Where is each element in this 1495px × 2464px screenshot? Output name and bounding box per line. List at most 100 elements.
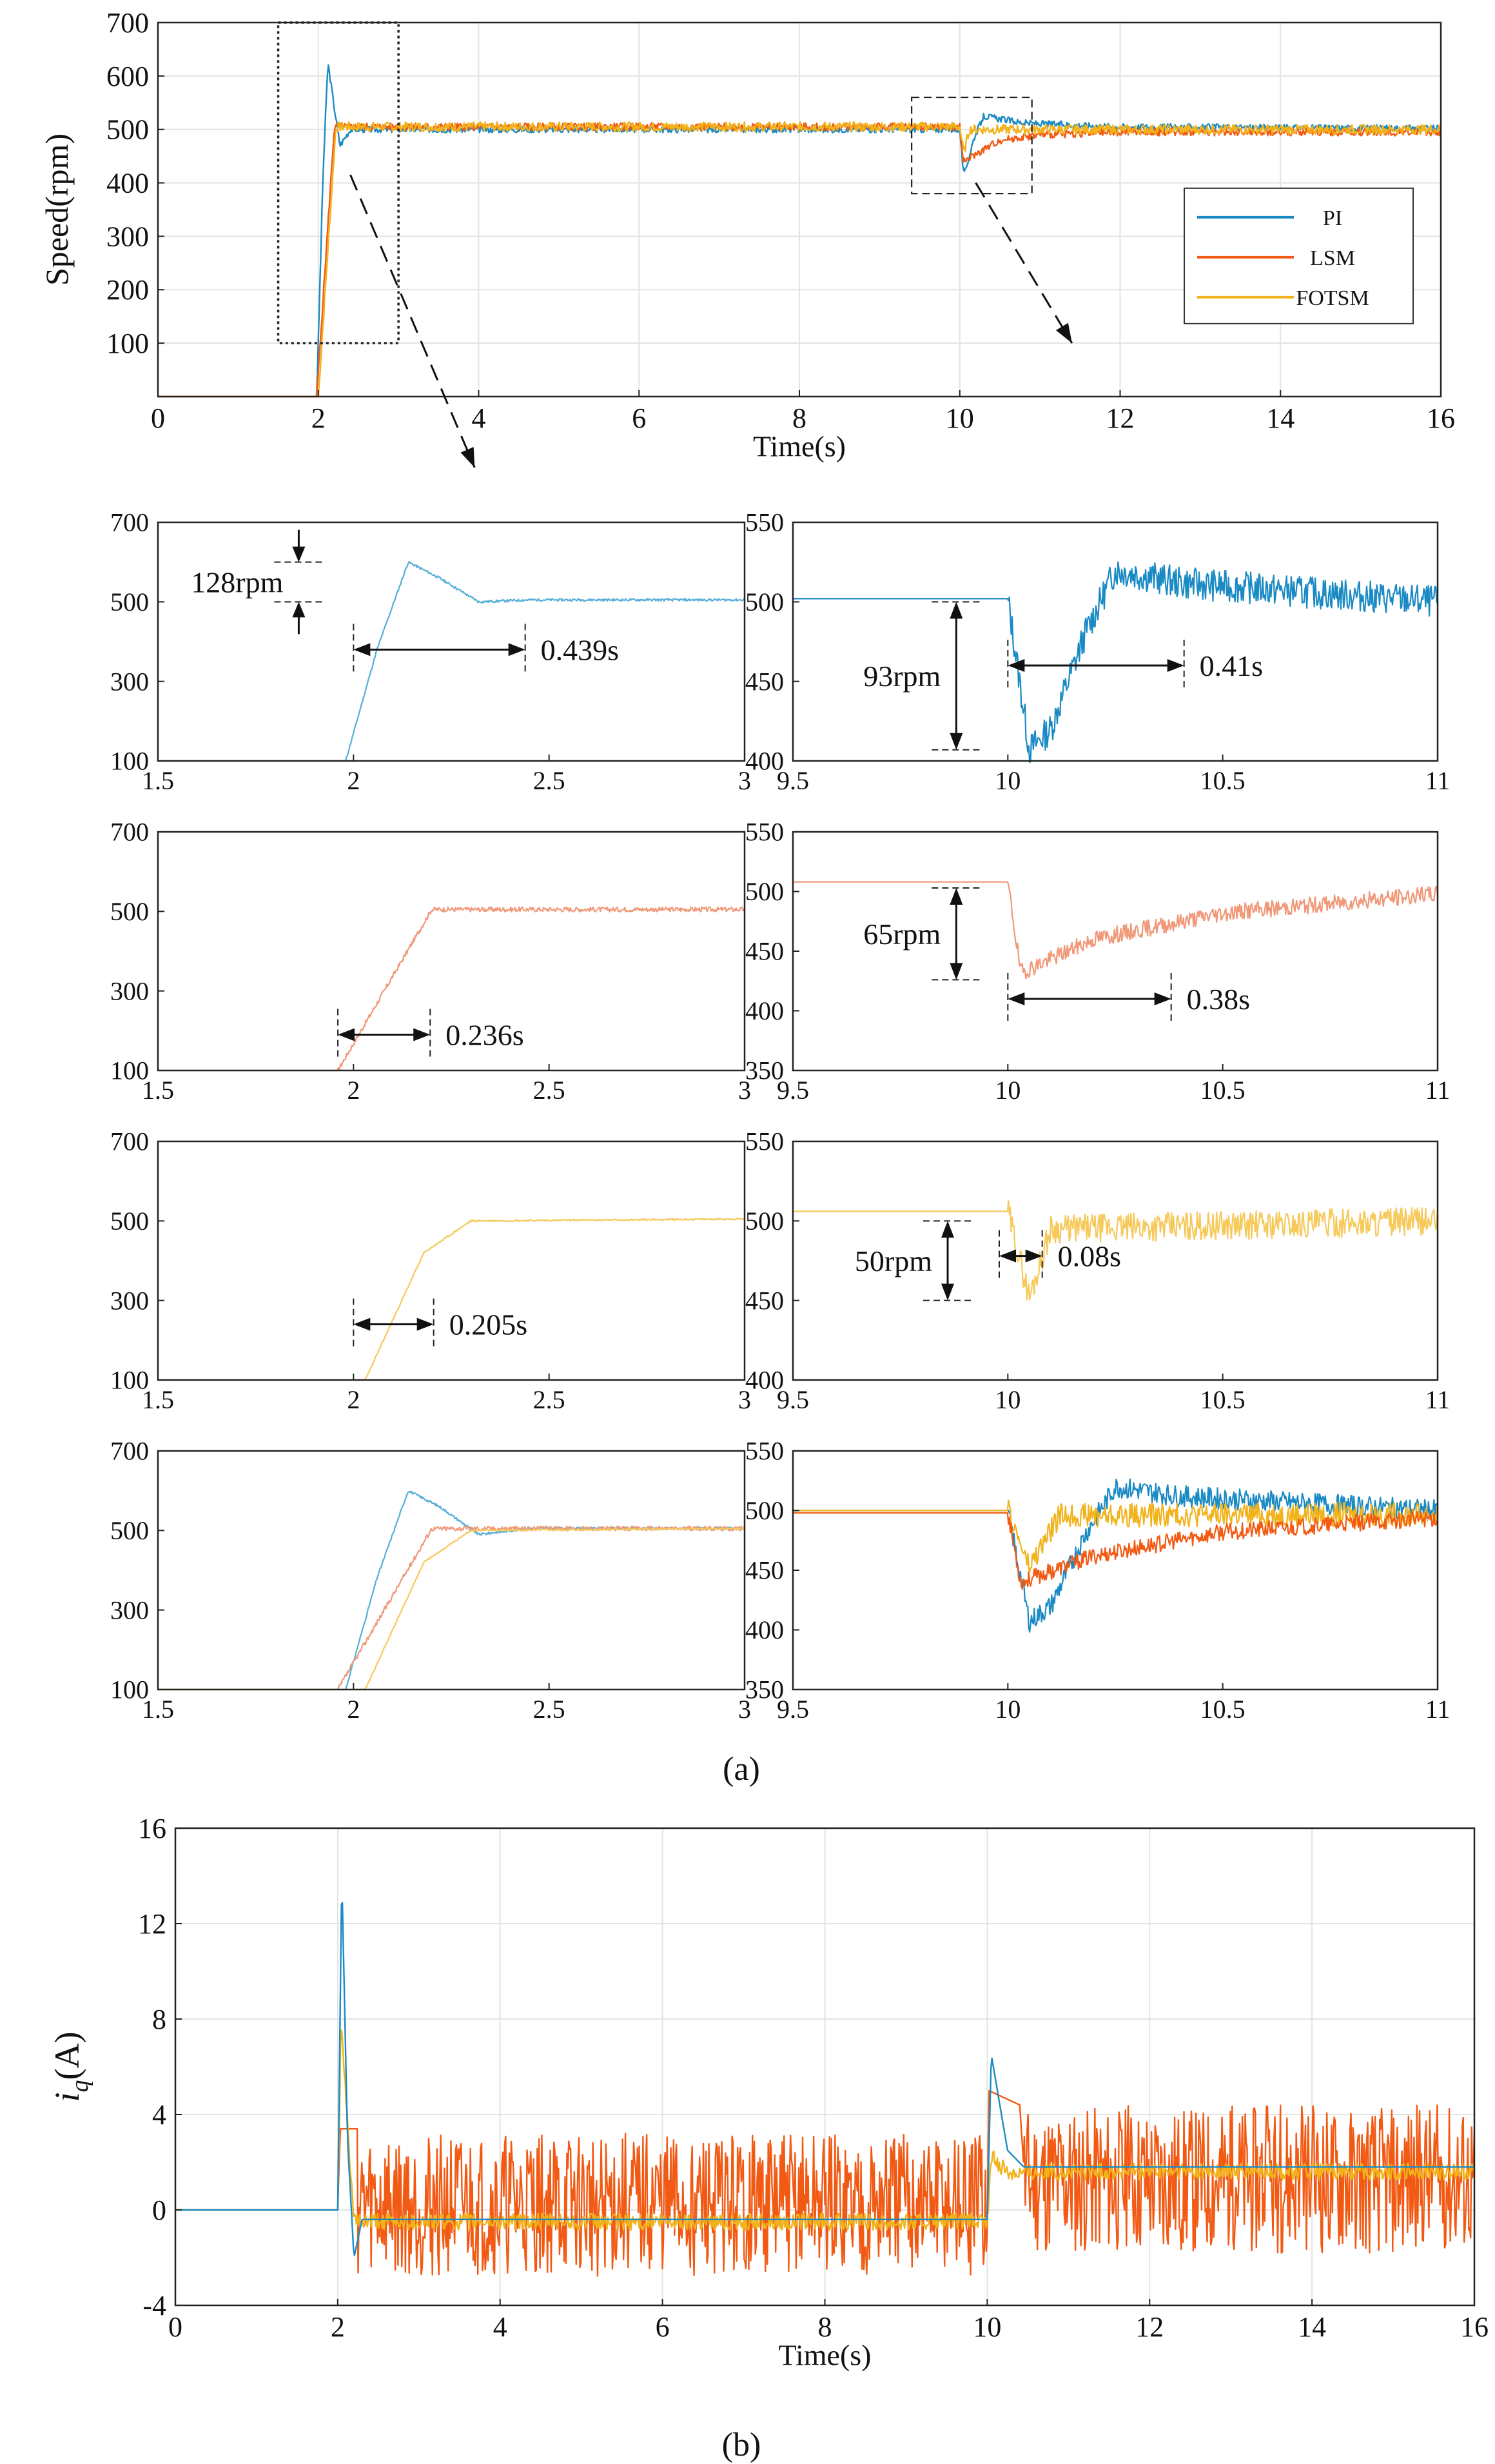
x-tick-label: 1.5 — [142, 1695, 174, 1724]
x-tick-label: 2.5 — [533, 1076, 565, 1105]
zoom-box-2 — [911, 96, 1033, 195]
legend: PI LSM FOTSM — [1184, 187, 1414, 324]
y-tick-label: 300 — [110, 1595, 149, 1624]
chart-fotsm-start: 1.5 2 2.5 3 100 300 500 700 0.205s — [110, 1127, 751, 1414]
arrowhead-right — [1154, 992, 1171, 1005]
annotation-hspan: 0.236s — [337, 1009, 524, 1061]
y-tick-label: 700 — [106, 7, 149, 39]
x-tick-label: 16 — [1427, 402, 1455, 434]
x-tick-label: 8 — [792, 402, 806, 434]
y-tick-label: -4 — [142, 2290, 166, 2321]
x-tick-label: 10.5 — [1200, 1695, 1246, 1724]
annotation-label: 0.08s — [1058, 1240, 1121, 1273]
x-tick-label: 4 — [493, 2311, 507, 2343]
legend-label-pi: PI — [1323, 206, 1342, 230]
x-tick-label: 11 — [1425, 766, 1451, 795]
x-tick-label: 2.5 — [533, 1385, 565, 1414]
x-tick-label: 3 — [738, 1385, 751, 1414]
annotation-label: 128rpm — [191, 566, 283, 599]
plot-frame — [157, 1140, 746, 1381]
x-tick-label: 9.5 — [777, 1076, 809, 1105]
chart-combined-load: 9.5 10 10.5 11 350 400 450 500 550 — [745, 1437, 1450, 1724]
x-tick-label: 10 — [995, 1385, 1021, 1414]
x-tick-label: 3 — [738, 766, 751, 795]
chart-fotsm-load: 9.5 10 10.5 11 400 450 500 550 50rpm 0.08s — [745, 1127, 1450, 1414]
y-tick-label: 300 — [106, 221, 149, 252]
y-tick-label: 500 — [745, 587, 784, 616]
arrowhead-left — [338, 1028, 355, 1041]
y-tick-label: 400 — [106, 168, 149, 199]
arrowhead-right — [1025, 1249, 1042, 1263]
y-axis-label: Speed(rpm) — [39, 133, 75, 286]
annotation-label: 0.41s — [1200, 649, 1263, 682]
plot-frame — [157, 1450, 746, 1691]
arrowhead-up — [292, 602, 306, 618]
arrowhead-down — [292, 546, 306, 562]
x-axis-label: Time(s) — [779, 2338, 872, 2371]
x-tick-label: 0 — [168, 2311, 182, 2343]
annotation-hspan: 0.439s — [353, 624, 619, 676]
y-tick-label: 550 — [745, 1437, 784, 1466]
x-tick-label: 2 — [331, 2311, 345, 2343]
y-tick-label: 100 — [110, 1675, 149, 1704]
x-tick-label: 3 — [738, 1695, 751, 1724]
y-tick-label: 500 — [745, 1207, 784, 1236]
y-tick-label: 700 — [110, 818, 149, 847]
y-tick-label: 300 — [110, 976, 149, 1005]
y-axis-label: iq(A) — [48, 2032, 93, 2102]
x-tick-label: 12 — [1135, 2311, 1164, 2343]
y-tick-label: 450 — [745, 1286, 784, 1315]
y-tick-label: 200 — [106, 274, 149, 306]
y-tick-label: 500 — [745, 1496, 784, 1525]
y-tick-label: 450 — [745, 667, 784, 696]
annotation-vgap: 65rpm — [863, 887, 981, 981]
arrowhead-right — [1167, 659, 1184, 672]
y-axis-label-unit: (A) — [48, 2032, 86, 2080]
zoom-box-1 — [277, 21, 400, 344]
x-tick-label: 10 — [973, 2311, 1001, 2343]
x-tick-label: 11 — [1425, 1385, 1451, 1414]
y-tick-label: 550 — [745, 508, 784, 537]
annotation-label: 0.439s — [541, 633, 619, 666]
arrowhead-right — [508, 643, 525, 656]
x-tick-label: 9.5 — [777, 1695, 809, 1724]
y-tick-label: 700 — [110, 1437, 149, 1466]
x-tick-label: 6 — [656, 2311, 670, 2343]
x-tick-label: 10 — [946, 402, 974, 434]
chart-pi-load: 9.5 10 10.5 11 400 450 500 550 93rpm 0.41s — [745, 508, 1450, 795]
y-tick-label: 500 — [110, 897, 149, 926]
annotation-hspan: 0.38s — [1007, 973, 1250, 1025]
series-line-lsm — [793, 881, 1439, 980]
y-tick-label: 100 — [110, 1366, 149, 1395]
series-line-lsm — [793, 1510, 1439, 1590]
chart-pi-start: 1.5 2 2.5 3 100 300 500 700 128rpm 0.439s — [110, 508, 751, 795]
x-tick-label: 12 — [1106, 402, 1135, 434]
x-tick-label: 6 — [632, 402, 646, 434]
plot-frame — [792, 831, 1439, 1072]
y-axis-label-main: i — [48, 2092, 86, 2102]
y-tick-label: 12 — [138, 1908, 166, 1940]
y-tick-label: 100 — [110, 747, 149, 776]
x-tick-label: 4 — [472, 402, 486, 434]
y-tick-label: 500 — [110, 1516, 149, 1545]
series-line-lsm — [158, 1525, 746, 1691]
y-tick-label: 300 — [110, 667, 149, 696]
x-tick-label: 0 — [151, 402, 165, 434]
x-tick-label: 3 — [738, 1076, 751, 1105]
y-tick-label: 550 — [745, 1127, 784, 1156]
arrowhead-left — [999, 1249, 1016, 1263]
annotation-label: 0.38s — [1187, 983, 1250, 1016]
arrowhead-left — [353, 643, 371, 656]
legend-label-lsm: LSM — [1310, 246, 1355, 270]
annotation-vgap: 93rpm — [863, 601, 981, 751]
annotation-hspan: 0.205s — [353, 1298, 527, 1350]
series-line-lsm — [175, 2090, 1476, 2277]
x-tick-label: 9.5 — [777, 1385, 809, 1414]
y-tick-label: 350 — [745, 1056, 784, 1085]
x-tick-label: 1.5 — [142, 766, 174, 795]
chart-combined-start: 1.5 2 2.5 3 100 300 500 700 — [110, 1437, 751, 1724]
x-tick-label: 1.5 — [142, 1076, 174, 1105]
x-tick-label: 2.5 — [533, 766, 565, 795]
x-tick-label: 10.5 — [1200, 1385, 1246, 1414]
